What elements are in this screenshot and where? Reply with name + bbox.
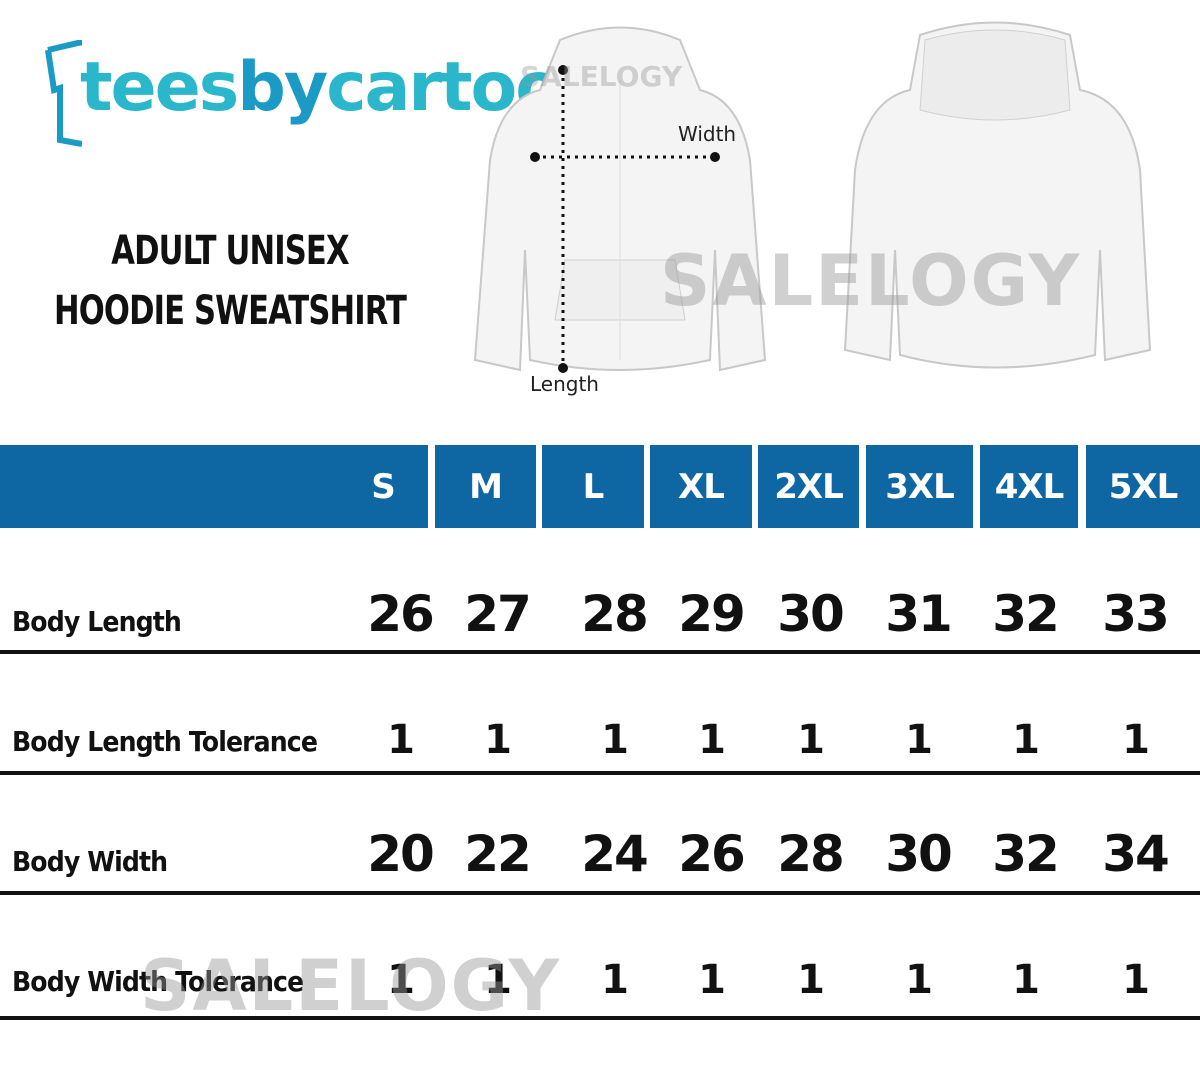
table-cell: 33	[1102, 585, 1170, 643]
table-cell: 28	[581, 585, 649, 643]
watermark: SALELOGY	[520, 60, 683, 93]
table-cell: 1	[387, 717, 415, 763]
size-header-m: M	[435, 445, 536, 528]
table-cell: 1	[484, 957, 512, 1003]
row-divider	[0, 650, 1200, 654]
size-header-5xl: 5XL	[1086, 445, 1200, 528]
brand-logo: teesbycartoon	[22, 40, 608, 150]
table-cell: 1	[1012, 957, 1040, 1003]
row-label: Body Length	[12, 605, 182, 638]
table-cell: 24	[581, 825, 649, 883]
table-cell: 1	[1122, 717, 1150, 763]
table-cell: 1	[387, 957, 415, 1003]
table-cell: 1	[797, 717, 825, 763]
size-header-xl: XL	[650, 445, 752, 528]
table-cell: 1	[797, 957, 825, 1003]
size-header-3xl: 3XL	[866, 445, 973, 528]
table-cell: 1	[698, 717, 726, 763]
watermark: SALELOGY	[660, 240, 1082, 322]
length-label: Length	[530, 372, 599, 396]
tshirt-icon	[45, 40, 82, 147]
product-title-line2: HOODIE SWEATSHIRT	[54, 288, 407, 334]
table-cell: 26	[678, 825, 746, 883]
table-cell: 26	[367, 585, 435, 643]
table-cell: 27	[464, 585, 532, 643]
table-cell: 1	[484, 717, 512, 763]
table-cell: 1	[1122, 957, 1150, 1003]
size-header-blank	[0, 445, 428, 528]
watermark: SALELOGY	[140, 945, 562, 1027]
table-cell: 28	[777, 825, 845, 883]
table-cell: 1	[905, 717, 933, 763]
table-cell: 30	[885, 825, 953, 883]
size-header-2xl: 2XL	[758, 445, 859, 528]
table-cell: 1	[905, 957, 933, 1003]
table-cell: 31	[885, 585, 953, 643]
row-label: Body Width	[12, 845, 168, 878]
row-label: Body Length Tolerance	[12, 725, 318, 758]
row-divider	[0, 891, 1200, 895]
row-label: Body Width Tolerance	[12, 965, 304, 998]
table-cell: 32	[992, 585, 1060, 643]
row-divider	[0, 1016, 1200, 1020]
row-divider	[0, 771, 1200, 775]
size-header-4xl: 4XL	[980, 445, 1078, 528]
table-cell: 29	[678, 585, 746, 643]
table-cell: 22	[464, 825, 532, 883]
table-cell: 34	[1102, 825, 1170, 883]
table-cell: 1	[601, 957, 629, 1003]
hoodie-front-image	[473, 26, 767, 373]
size-header-l: L	[542, 445, 644, 528]
table-cell: 1	[698, 957, 726, 1003]
size-header-s: S	[371, 466, 396, 507]
table-cell: 30	[777, 585, 845, 643]
table-cell: 1	[1012, 717, 1040, 763]
table-cell: 32	[992, 825, 1060, 883]
width-label: Width	[678, 122, 737, 146]
table-cell: 1	[601, 717, 629, 763]
table-cell: 20	[367, 825, 435, 883]
hoodie-back-image	[843, 21, 1152, 369]
product-title-line1: ADULT UNISEX	[111, 228, 349, 274]
